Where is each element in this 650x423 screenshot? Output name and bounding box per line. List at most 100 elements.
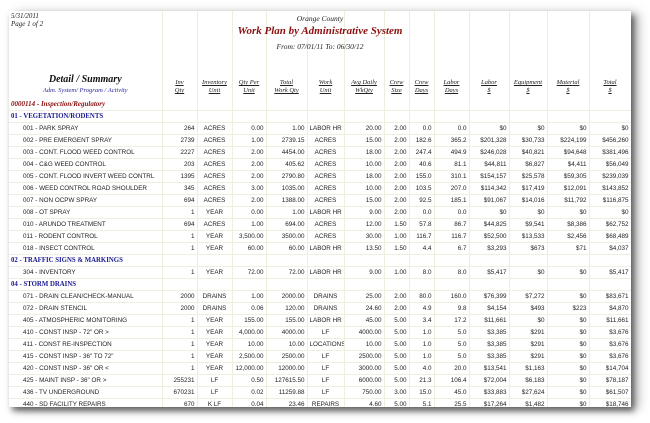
column-header: Material $ [547,11,590,98]
table-cell: 310.1 [434,170,470,183]
table-cell: $18,746 [589,398,631,407]
empty-cell [266,110,308,123]
empty-cell [547,278,590,291]
table-cell: ACRES [307,146,345,159]
table-cell: 12,000.00 [232,362,267,375]
column-header-line: Crew [414,79,429,86]
table-cell: 2.00 [384,194,410,207]
table-cell: ACRES [197,146,233,159]
table-cell: $154,157 [469,170,510,183]
table-cell: 2.00 [384,290,410,303]
table-cell: 182.6 [409,134,435,147]
empty-cell [589,98,631,111]
table-cell: LOCATIONS [307,338,345,351]
table-cell: $52,500 [469,230,510,243]
table-cell: 3.00 [384,386,410,399]
table-cell: $17,264 [469,398,510,407]
column-header-line: Total [279,79,294,86]
table-cell: 1.00 [232,218,267,231]
table-cell: 345 [162,182,198,195]
table-cell: LF [307,326,345,339]
table-cell: YEAR [197,350,233,363]
column-header-line: Work [318,79,333,86]
column-header-line: Qty [174,87,185,94]
table-cell: $72,004 [469,374,510,387]
table-cell: $5,417 [469,266,510,279]
table-cell: ACRES [307,134,345,147]
empty-cell [409,110,435,123]
county-name: Orange County [296,14,344,23]
report-date: 5/31/2011 [11,12,39,20]
table-cell: REPAIRS [307,398,345,407]
activity-name: 011 - RODENT CONTROL [9,230,163,243]
activity-name: 004 - C&G WEED CONTROL [9,158,163,171]
table-cell: 45.00 [344,314,385,327]
table-cell: $291 [509,350,548,363]
column-header-line: Labor [481,79,497,86]
table-cell: ACRES [197,122,233,135]
table-cell: YEAR [197,266,233,279]
empty-cell [469,254,510,267]
table-cell: ACRES [307,158,345,171]
table-cell: $1,482 [509,398,548,407]
table-cell: 5.0 [434,338,470,351]
table-row: 011 - RODENT CONTROL 1 YEAR 3,500.00 3500.00… [9,230,631,243]
table-cell: 5.00 [384,362,410,375]
activity-name: 002 - PRE EMERGENT SPRAY [9,134,163,147]
table-cell: $7,272 [509,290,548,303]
program-section-row: 04 - STORM DRAINS [9,278,631,291]
table-cell: 0.0 [409,122,435,135]
empty-cell [307,254,345,267]
table-cell: 3.00 [232,182,267,195]
table-cell: $493 [509,302,548,315]
program-label: 04 - STORM DRAINS [9,278,163,291]
report-title: Work Plan by Administrative System [237,25,403,37]
empty-cell [469,110,510,123]
empty-cell [384,254,410,267]
table-cell: 12.00 [344,218,385,231]
table-cell: 2000 [162,302,198,315]
detail-title: Detail / Summary [48,74,122,85]
table-cell: 2.00 [232,170,267,183]
table-cell: 25.5 [434,398,470,407]
activity-name: 410 - CONST INSP - 72" OR > [9,326,163,339]
empty-cell [469,278,510,291]
table-row: 440 - SD FACILITY REPAIRS 670 K LF 0.04 23.4… [9,398,631,407]
table-row: 002 - PRE EMERGENT SPRAY 2739 ACRES 1.00 273… [9,134,631,147]
table-cell: 60.00 [232,242,267,255]
table-cell: 155.00 [266,314,308,327]
table-cell: 8.0 [434,266,470,279]
table-cell: K LF [197,398,233,407]
column-header: Total Work Qty [266,11,308,98]
table-cell: 60.00 [266,242,308,255]
program-label: 02 - TRAFFIC SIGNS & MARKINGS [9,254,163,267]
empty-cell [197,254,233,267]
activity-name: 072 - DRAIN STENCIL [9,302,163,315]
table-cell: 0.00 [232,206,267,219]
table-cell: 1 [162,242,198,255]
table-cell: 405.62 [266,158,308,171]
empty-cell [589,278,631,291]
table-cell: ACRES [197,170,233,183]
table-cell: $71 [547,242,590,255]
table-cell: 20.00 [344,122,385,135]
table-cell: 1 [162,230,198,243]
empty-cell [547,254,590,267]
table-cell: LF [197,374,233,387]
program-section-row: 01 - VEGETATION/RODENTS [9,110,631,123]
table-cell: 2.00 [384,134,410,147]
table-cell: 12000.00 [266,362,308,375]
table-cell: 3,500.00 [232,230,267,243]
table-cell: 18.00 [344,146,385,159]
table-cell: 1.00 [266,122,308,135]
table-cell: 13.50 [344,242,385,255]
table-row: 005 - CONT. FLOOD INVERT WEED CONTRL 1395… [9,170,631,183]
empty-cell [232,98,267,111]
table-cell: ACRES [307,182,345,195]
table-cell: 10.00 [344,158,385,171]
table-cell: LF [307,386,345,399]
table-cell: YEAR [197,338,233,351]
table-cell: 4.60 [344,398,385,407]
activity-name: 001 - PARK SPRAY [9,122,163,135]
table-row: 405 - ATMOSPHERIC MONITORING 1 YEAR 155.00 1… [9,314,631,327]
